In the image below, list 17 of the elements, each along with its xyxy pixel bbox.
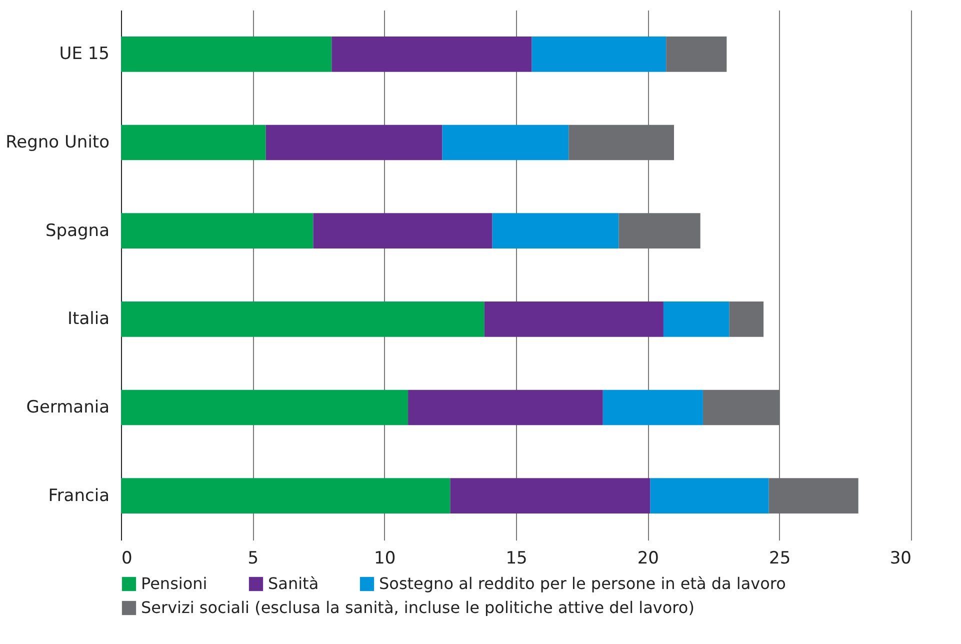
legend-label: Pensioni xyxy=(141,574,208,593)
x-tick-label: 25 xyxy=(769,548,791,568)
y-tick-label: Spagna xyxy=(46,220,110,241)
legend-label: Sanità xyxy=(268,574,319,593)
x-tick-label: 5 xyxy=(248,548,259,568)
y-tick-label: Regno Unito xyxy=(6,132,110,152)
x-tick-label: 0 xyxy=(122,548,132,568)
x-tick-label: 10 xyxy=(374,548,396,568)
legend-label: Sostegno al reddito per le persone in età da lavoro xyxy=(379,574,786,593)
y-tick-label: Francia xyxy=(48,486,110,506)
x-tick-label: 30 xyxy=(890,548,912,568)
y-tick-label: UE 15 xyxy=(59,44,110,64)
legend-label: Servizi sociali (esclusa la sanità, incluse le politiche attive del lavoro) xyxy=(141,598,694,617)
x-tick-label: 20 xyxy=(637,548,659,568)
y-tick-label: Germania xyxy=(26,398,110,418)
y-tick-label: Italia xyxy=(68,309,110,330)
x-tick-label: 15 xyxy=(506,548,528,568)
